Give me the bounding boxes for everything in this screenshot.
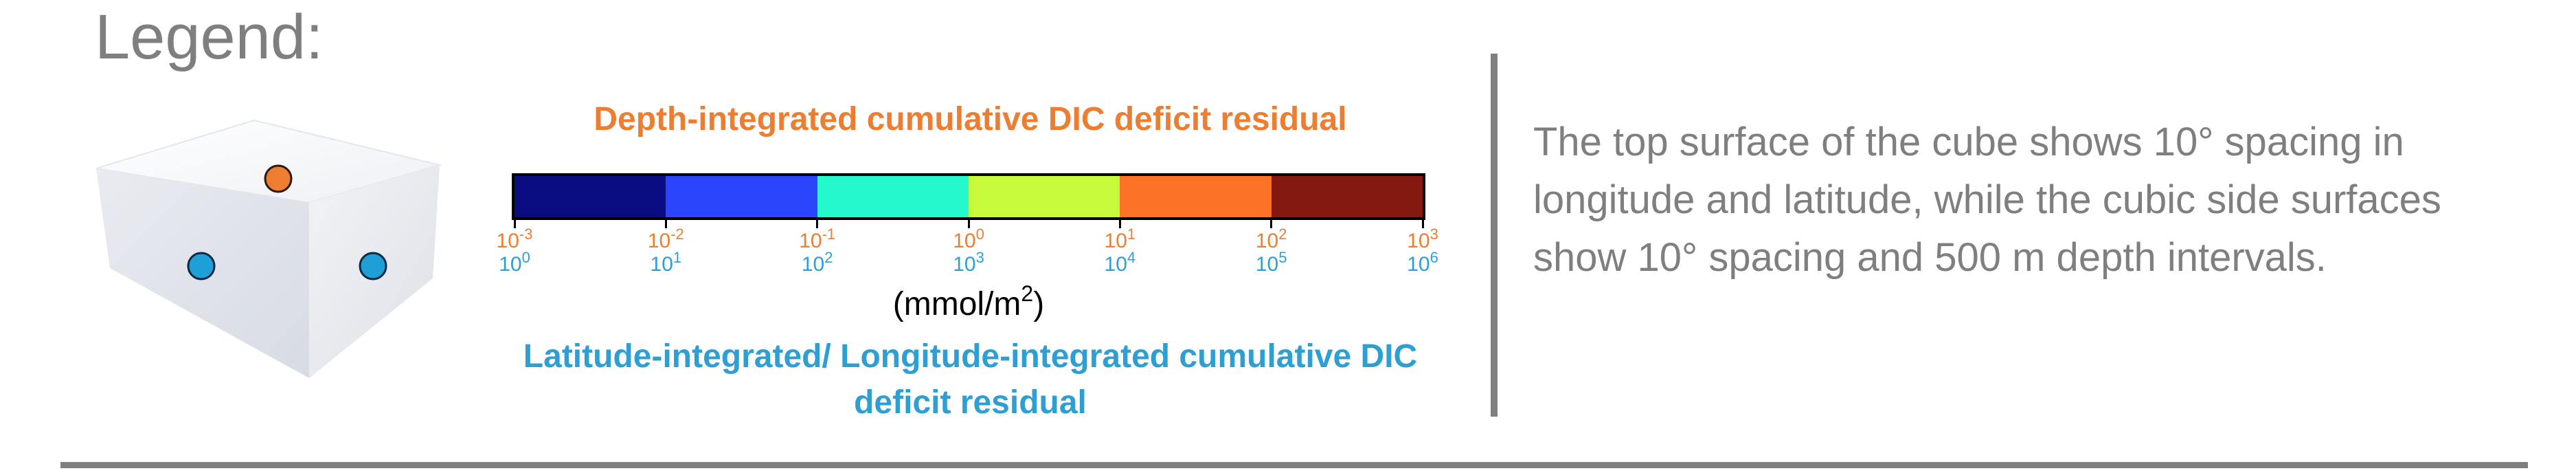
left-side-marker bbox=[187, 252, 216, 280]
tick-label-exponent: -1 bbox=[822, 226, 836, 243]
tick-label-exponent: 6 bbox=[1430, 249, 1438, 266]
tick-label-exponent: 4 bbox=[1127, 249, 1136, 266]
colorbar-segment bbox=[817, 176, 969, 217]
section-tick-label: 104 bbox=[1068, 250, 1171, 276]
section-tick-label: 105 bbox=[1220, 250, 1323, 276]
tick-label-base: 10 bbox=[1407, 253, 1430, 276]
cube-diagram bbox=[95, 119, 442, 378]
tick-label-exponent: -3 bbox=[519, 226, 533, 243]
right-side-marker bbox=[359, 252, 387, 280]
colorbar-segment bbox=[666, 176, 817, 217]
depth-tick-label: 100 bbox=[917, 227, 1020, 253]
colorbar-segment bbox=[968, 176, 1120, 217]
colorbar-tick bbox=[664, 220, 667, 228]
tick-label-base: 10 bbox=[801, 253, 825, 276]
tick-label-base: 10 bbox=[1104, 253, 1127, 276]
colorbar-tick bbox=[967, 220, 970, 228]
depth-tick-label: 101 bbox=[1068, 227, 1171, 253]
colorbar-top-title: Depth-integrated cumulative DIC deficit … bbox=[594, 101, 1347, 138]
section-tick-label: 101 bbox=[614, 250, 717, 276]
depth-tick-label: 10-1 bbox=[766, 227, 869, 253]
top-surface-marker bbox=[264, 164, 293, 193]
tick-label-base: 10 bbox=[799, 230, 822, 252]
unit-close: ) bbox=[1033, 286, 1045, 322]
tick-label-exponent: 0 bbox=[975, 226, 984, 243]
colorbar-bottom-title: Latitude-integrated/ Longitude-integrate… bbox=[523, 338, 1418, 421]
tick-label-exponent: 2 bbox=[1278, 226, 1287, 243]
vertical-divider bbox=[1491, 54, 1498, 417]
colorbar-tick bbox=[1118, 220, 1121, 228]
colorbar-tick bbox=[816, 220, 819, 228]
colorbar-unit: (mmol/m2) bbox=[814, 283, 1123, 323]
tick-label-base: 10 bbox=[499, 253, 522, 276]
unit-base: (mmol/m bbox=[892, 286, 1021, 322]
tick-label-base: 10 bbox=[1255, 230, 1279, 252]
tick-label-exponent: 2 bbox=[824, 249, 833, 266]
tick-label-exponent: 1 bbox=[1127, 226, 1136, 243]
tick-label-base: 10 bbox=[650, 253, 673, 276]
tick-label-base: 10 bbox=[496, 230, 519, 252]
colorbar bbox=[512, 173, 1425, 220]
unit-exponent: 2 bbox=[1021, 281, 1034, 306]
tick-label-base: 10 bbox=[647, 230, 671, 252]
tick-label-exponent: -2 bbox=[670, 226, 684, 243]
depth-tick-label: 102 bbox=[1220, 227, 1323, 253]
colorbar-tick bbox=[1421, 220, 1424, 228]
colorbar-segment bbox=[1120, 176, 1272, 217]
colorbar-segment bbox=[1271, 176, 1423, 217]
colorbar-segment bbox=[515, 176, 666, 217]
depth-tick-label: 10-2 bbox=[614, 227, 717, 253]
tick-label-exponent: 3 bbox=[1430, 226, 1438, 243]
colorbar-tick bbox=[513, 220, 516, 228]
section-tick-label: 102 bbox=[766, 250, 869, 276]
colorbar-tick bbox=[1270, 220, 1273, 228]
section-tick-label: 103 bbox=[917, 250, 1020, 276]
tick-label-exponent: 5 bbox=[1278, 249, 1287, 266]
tick-label-base: 10 bbox=[1104, 230, 1127, 252]
legend-description: The top surface of the cube shows 10° sp… bbox=[1533, 120, 2441, 280]
legend-title: Legend: bbox=[95, 2, 324, 72]
tick-label-exponent: 1 bbox=[673, 249, 682, 266]
depth-tick-label: 103 bbox=[1371, 227, 1474, 253]
depth-tick-label: 10-3 bbox=[463, 227, 566, 253]
tick-label-base: 10 bbox=[953, 253, 976, 276]
tick-label-base: 10 bbox=[953, 230, 976, 252]
section-tick-label: 106 bbox=[1371, 250, 1474, 276]
tick-label-base: 10 bbox=[1407, 230, 1430, 252]
horizontal-divider bbox=[60, 462, 2528, 468]
tick-label-exponent: 0 bbox=[521, 249, 530, 266]
tick-label-base: 10 bbox=[1255, 253, 1279, 276]
section-tick-label: 100 bbox=[463, 250, 566, 276]
tick-label-exponent: 3 bbox=[975, 249, 984, 266]
